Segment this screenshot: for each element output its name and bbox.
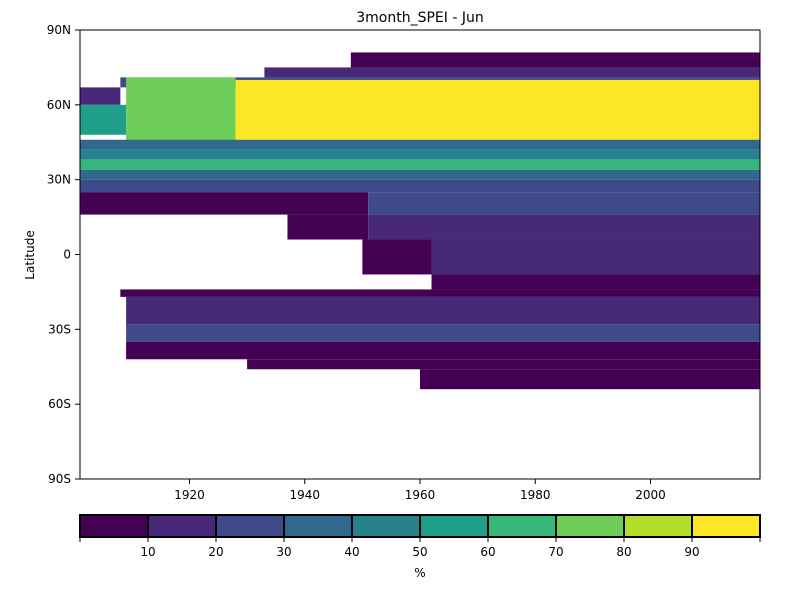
heatmap-cell (247, 359, 760, 370)
heatmap-cells (80, 52, 761, 390)
heatmap-cell (80, 179, 760, 193)
heatmap-cell (80, 87, 121, 105)
x-tick-label: 1980 (520, 488, 551, 502)
x-axis: 1920 1940 1960 1980 2000 (174, 479, 666, 502)
y-tick-label: 90S (48, 472, 71, 486)
heatmap-cell (431, 239, 760, 275)
y-tick-label: 30N (47, 173, 71, 187)
heatmap-cell (368, 192, 760, 215)
heatmap-cell (80, 192, 369, 215)
colorbar-tick-label: 20 (208, 545, 223, 559)
colorbar-segment (284, 515, 352, 537)
colorbar-segment (624, 515, 692, 537)
x-tick-label: 2000 (635, 488, 666, 502)
colorbar: 10 20 30 40 50 60 70 80 90 (79, 514, 761, 559)
x-tick-label: 1960 (405, 488, 436, 502)
x-tick-label: 1940 (289, 488, 320, 502)
heatmap-cell (80, 149, 760, 160)
heatmap-cell (420, 369, 760, 390)
colorbar-segment (352, 515, 420, 537)
heatmap-cell (264, 67, 760, 78)
heatmap-cell (126, 341, 761, 360)
y-tick-label: 0 (63, 248, 71, 262)
colorbar-segment (488, 515, 556, 537)
colorbar-tick-label: 90 (684, 545, 699, 559)
y-tick-label: 60N (47, 98, 71, 112)
y-axis: 90N 60N 30N 0 30S 60S 90S (47, 23, 80, 486)
heatmap-cell (368, 214, 760, 240)
colorbar-segment (420, 515, 488, 537)
colorbar-tick-label: 60 (480, 545, 495, 559)
y-tick-label: 30S (48, 322, 71, 336)
x-tick-label: 1920 (174, 488, 205, 502)
colorbar-tick-label: 70 (548, 545, 563, 559)
y-axis-label: Latitude (23, 230, 37, 279)
heatmap-cell (350, 52, 760, 68)
heatmap-cell (431, 274, 760, 290)
heatmap-cell (80, 139, 760, 150)
colorbar-segment (148, 515, 216, 537)
colorbar-tick-label: 10 (140, 545, 155, 559)
colorbar-segment (692, 515, 760, 537)
colorbar-tick-label: 80 (616, 545, 631, 559)
y-tick-label: 60S (48, 397, 71, 411)
heatmap-cell (80, 104, 127, 135)
colorbar-segment (216, 515, 284, 537)
heatmap-cell (126, 77, 236, 145)
heatmap-cell (287, 214, 369, 240)
colorbar-tick-label: 50 (412, 545, 427, 559)
colorbar-tick-label: 30 (276, 545, 291, 559)
heatmap-cell (362, 239, 432, 275)
colorbar-label: % (414, 566, 425, 580)
heatmap-cell (235, 79, 761, 140)
y-tick-label: 90N (47, 23, 71, 37)
heatmap-cell (80, 159, 760, 170)
heatmap-cell (120, 289, 760, 297)
colorbar-segment (80, 515, 148, 537)
colorbar-tick-label: 40 (344, 545, 359, 559)
heatmap-cell (126, 296, 761, 325)
colorbar-segment (556, 515, 624, 537)
heatmap-cell (80, 169, 760, 180)
chart-title: 3month_SPEI - Jun (356, 10, 483, 26)
heatmap-cell (126, 324, 761, 342)
